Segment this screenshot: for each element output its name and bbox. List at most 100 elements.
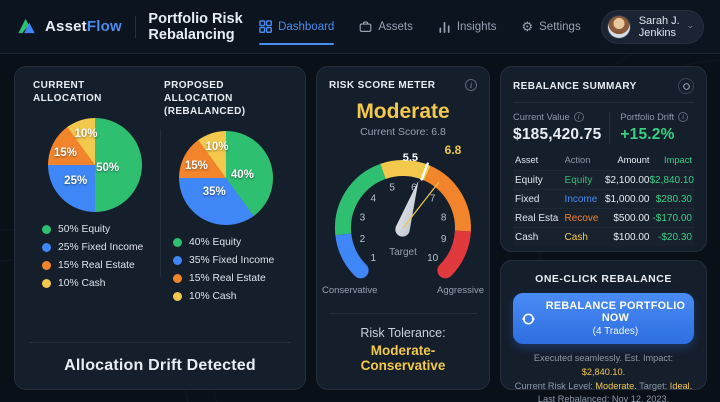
nav-item-dashboard[interactable]: Dashboard — [259, 0, 335, 54]
legend-item: 15% Real Estate — [42, 260, 156, 271]
summary-card-title: REBALANCE SUMMARY — [513, 80, 637, 92]
legend-dot-fixed-income — [173, 256, 182, 265]
nav-label: Settings — [539, 20, 581, 33]
legend-item: 15% Real Estate — [173, 273, 287, 284]
risk-level-highlight: Moderate. — [595, 380, 637, 391]
impact-highlight: $2,840.10. — [581, 366, 626, 377]
risk-level-value: Moderate — [356, 100, 450, 123]
table-header: Asset Action Amount Impact — [515, 155, 692, 165]
top-bar: AssetFlow Portfolio Risk Rebalancing Das… — [0, 0, 720, 54]
pie-slice-label: 10% — [205, 140, 229, 153]
gauge-tick: 7 — [430, 194, 436, 205]
legend-dot-real-estate — [173, 274, 182, 283]
legend-item: 35% Fixed Income — [173, 255, 287, 266]
settings-gear-icon: ⚙ — [521, 19, 534, 34]
allocation-column-divider — [160, 129, 161, 277]
pie-slice-label: 15% — [184, 159, 208, 172]
divider — [329, 313, 477, 314]
gauge-tick: 8 — [441, 213, 447, 224]
refresh-icon[interactable] — [678, 78, 694, 94]
nav-label: Insights — [456, 20, 497, 33]
pie-slice-label: 15% — [53, 146, 77, 159]
user-name: Sarah J. Jenkins — [638, 14, 680, 39]
legend-item: 50% Equity — [42, 224, 156, 235]
dashboard-grid-icon — [259, 20, 273, 33]
current-allocation-title: CURRENT ALLOCATION — [33, 80, 102, 104]
legend-dot-equity — [173, 238, 182, 247]
rebalance-summary-card: REBALANCE SUMMARY Current Value i $185,42… — [500, 66, 707, 252]
gauge-target-value: 5.5 — [403, 152, 418, 164]
dashboard-main: CURRENT ALLOCATION 50% 25% 15% 10% 50% E… — [0, 54, 720, 402]
gauge-needle — [395, 180, 419, 237]
current-allocation-pie-chart: 50% 25% 15% 10% — [47, 118, 142, 212]
gauge-score-line — [402, 181, 440, 229]
legend-dot-equity — [42, 225, 51, 234]
right-column: REBALANCE SUMMARY Current Value i $185,42… — [500, 66, 707, 402]
main-nav: Dashboard Assets Insights ⚙ Settings — [259, 0, 581, 54]
chevron-down-icon — [688, 25, 693, 28]
current-allocation-column: CURRENT ALLOCATION 50% 25% 15% 10% 50% E… — [29, 79, 160, 330]
proposed-allocation-title: PROPOSED ALLOCATION (REBALANCED) — [164, 80, 246, 117]
risk-score-card: RISK SCORE METER i Moderate Current Scor… — [316, 66, 490, 390]
nav-item-settings[interactable]: ⚙ Settings — [521, 0, 580, 54]
risk-tolerance: Risk Tolerance: Moderate-Conservative — [329, 326, 477, 377]
legend-dot-real-estate — [42, 261, 51, 270]
assets-briefcase-icon — [359, 21, 372, 32]
allocation-drift-status: Allocation Drift Detected — [29, 342, 291, 375]
legend-item: 10% Cash — [173, 291, 287, 302]
gauge-target-label: Target — [389, 247, 417, 258]
gauge-tick: 1 — [371, 253, 377, 264]
table-row[interactable]: Cash Cash $100.00 -$20.30 — [513, 227, 694, 246]
nav-label: Assets — [378, 20, 413, 33]
page-title: Portfolio Risk Rebalancing — [148, 10, 243, 43]
pie-slice-label: 10% — [74, 127, 98, 140]
avatar — [606, 14, 631, 39]
legend-dot-cash — [42, 279, 51, 288]
gauge-axis-left: Conservative — [322, 285, 377, 296]
gauge-tick: 4 — [371, 194, 377, 205]
info-icon[interactable]: i — [573, 112, 584, 122]
brand-name: AssetFlow — [45, 18, 122, 35]
button-label: REBALANCE PORTFOLIO NOW — [545, 300, 686, 324]
allocation-card: CURRENT ALLOCATION 50% 25% 15% 10% 50% E… — [14, 66, 306, 390]
user-menu[interactable]: Sarah J. Jenkins — [600, 9, 704, 44]
brand[interactable]: AssetFlow — [16, 16, 122, 37]
risk-tolerance-label: Risk Tolerance: — [360, 326, 446, 340]
gauge-axis-right: Aggressive — [437, 285, 484, 296]
pie-slice-label: 40% — [230, 169, 254, 182]
info-icon[interactable]: i — [678, 112, 689, 122]
gauge-target-tick — [420, 162, 429, 181]
assetflow-logo-icon — [18, 18, 35, 34]
current-allocation-legend: 50% Equity 25% Fixed Income 15% Real Est… — [33, 224, 156, 289]
risk-card-title: RISK SCORE METER — [329, 79, 436, 91]
legend-dot-fixed-income — [42, 243, 51, 252]
summary-stats: Current Value i $185,420.75 Portfolio Dri… — [513, 112, 694, 144]
risk-gauge-chart: 1 2 3 4 5 6 7 8 9 10 5.5 6.8 Target Cons… — [322, 143, 484, 296]
gauge-tick: 3 — [360, 213, 366, 224]
insights-bars-icon — [439, 21, 450, 33]
current-value-stat: Current Value i $185,420.75 — [513, 112, 611, 144]
info-icon[interactable]: i — [465, 79, 477, 91]
gauge-tick: 9 — [441, 234, 447, 245]
risk-tolerance-value: Moderate-Conservative — [360, 343, 446, 373]
rebalance-portfolio-button[interactable]: REBALANCE PORTFOLIO NOW (4 Trades) — [513, 293, 694, 344]
gauge-score-value: 6.8 — [445, 143, 462, 157]
legend-item: 10% Cash — [42, 278, 156, 289]
table-row[interactable]: Fixed Income $1,000.00 $280.30 — [513, 189, 694, 208]
proposed-allocation-legend: 40% Equity 35% Fixed Income 15% Real Est… — [164, 237, 287, 302]
legend-dot-cash — [173, 292, 182, 301]
table-row[interactable]: Real Esta Recove $500.00 -$170.00 — [513, 208, 694, 227]
gauge-tick: 2 — [360, 234, 366, 245]
portfolio-drift-stat: Portfolio Drift i +15.2% — [610, 112, 694, 144]
gauge-tick: 6 — [411, 183, 417, 194]
refresh-icon — [521, 313, 536, 324]
gauge-tick: 5 — [389, 183, 395, 194]
risk-score-label: Current Score: 6.8 — [360, 126, 446, 138]
table-row[interactable]: Equity Equity $2,100.00 $2,840.10 — [513, 170, 694, 189]
current-value: $185,420.75 — [513, 126, 602, 143]
nav-item-insights[interactable]: Insights — [438, 0, 497, 54]
nav-item-assets[interactable]: Assets — [359, 0, 413, 54]
pie-slice-label: 25% — [64, 174, 88, 187]
portfolio-drift-value: +15.2% — [620, 126, 675, 143]
one-click-rebalance-card: ONE-CLICK REBALANCE REBALANCE PORTFOLIO … — [500, 260, 707, 402]
